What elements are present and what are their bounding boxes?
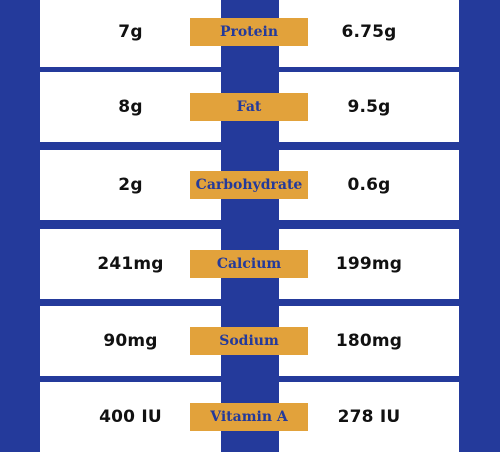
table-row: 90mg 180mg Sodium	[0, 306, 500, 376]
right-value: 0.6g	[279, 150, 459, 220]
nutrient-label: Calcium	[190, 250, 308, 278]
nutrient-label: Fat	[190, 93, 308, 121]
table-row: 7g 6.75g Protein	[0, 0, 500, 67]
table-row: 2g 0.6g Carbohydrate	[0, 150, 500, 220]
nutrient-label: Carbohydrate	[190, 171, 308, 199]
table-row: 241mg 199mg Calcium	[0, 229, 500, 299]
nutrient-label: Protein	[190, 18, 308, 46]
table-row: 400 IU 278 IU Vitamin A	[0, 382, 500, 452]
right-value: 199mg	[279, 229, 459, 299]
right-value: 9.5g	[279, 72, 459, 142]
nutrient-label: Sodium	[190, 327, 308, 355]
table-row: 8g 9.5g Fat	[0, 72, 500, 142]
right-value: 6.75g	[279, 0, 459, 67]
right-value: 180mg	[279, 306, 459, 376]
nutrient-label: Vitamin A	[190, 403, 308, 431]
